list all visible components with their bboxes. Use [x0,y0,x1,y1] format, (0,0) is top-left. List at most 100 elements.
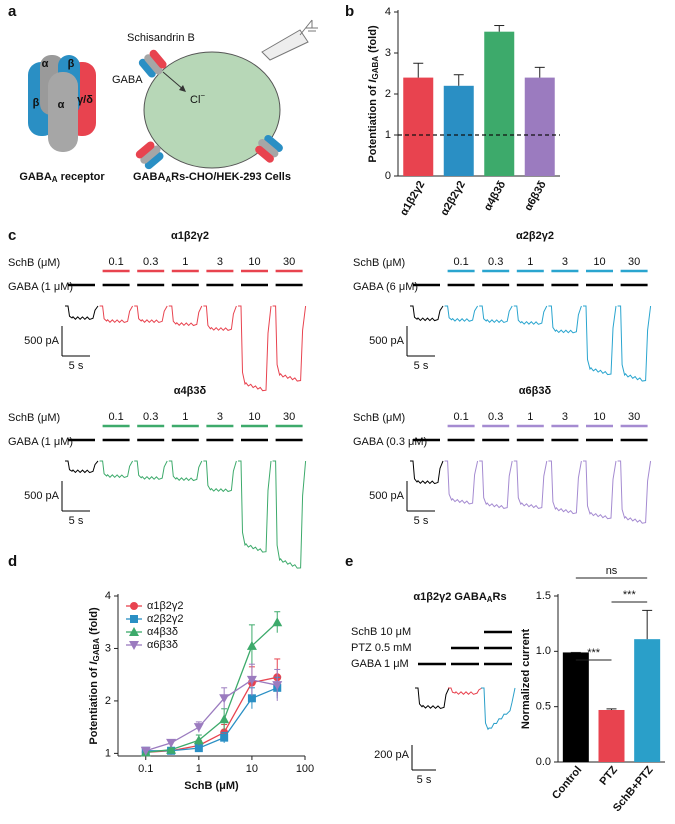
text-part: A [487,595,493,604]
y-tick-label: 3 [385,47,391,59]
text-part: (fold) [88,607,100,638]
x-tick-label: 100 [296,763,314,775]
current-trace [272,305,307,382]
concentration-label: 30 [283,256,295,268]
panel-label: e [345,553,353,570]
y-tick-label: 1 [385,129,391,141]
y-tick-label: 2 [105,695,111,707]
scale-current: 500 pA [24,490,60,502]
x-axis-label: SchB (μM) [184,780,239,792]
current-trace [444,460,479,505]
concentration-label: 30 [628,411,640,423]
current-trace [481,687,516,731]
marker [140,746,151,756]
scale-current: 500 pA [369,490,405,502]
marker [193,723,204,733]
current-trace [479,305,513,324]
gaba-label: GABA (1 μM) [8,281,73,293]
panel-label: d [8,553,17,570]
x-tick-label: 1 [196,763,202,775]
receptor-small [135,141,164,170]
text-part: (fold) [367,25,379,56]
current-trace [444,305,479,322]
current-trace [238,305,272,392]
marker [247,694,256,703]
subunit-label: β [68,58,75,70]
current-trace [513,460,548,509]
concentration-label: 1 [182,256,188,268]
drug-label: SchB (μM) [353,257,405,269]
concentration-label: 3 [562,411,568,423]
marker [220,733,229,742]
x-tick-label: 0.1 [138,763,153,775]
concentration-label: 3 [562,256,568,268]
concentration-label: 1 [527,411,533,423]
current-trace [238,460,272,553]
legend-marker [130,615,138,623]
concentration-label: 0.3 [143,256,158,268]
significance-label: *** [623,589,637,601]
marker [166,738,177,748]
pipette [261,29,309,61]
subunit-label: α [42,58,49,70]
scale-time: 5 s [69,515,84,527]
x-tick-label: α4β3δ [482,179,509,213]
condition-label: GABA 1 μM [351,658,409,670]
y-tick-label: 4 [105,590,111,602]
current-trace [65,460,99,474]
marker [246,675,257,685]
receptor-icon [28,55,96,152]
concentration-label: 0.3 [143,411,158,423]
caption: GABAA receptor [19,171,105,184]
drug-label: SchB (μM) [353,412,405,424]
arrowhead [179,85,186,92]
legend-marker [130,602,138,610]
cell [143,51,281,169]
arrow [162,71,185,91]
text-part: Cl [190,94,200,106]
text-part: GABA [92,638,101,662]
current-trace [203,305,237,331]
current-trace [272,460,307,569]
current-trace [513,305,548,325]
x-tick-label: α6β3δ [522,179,549,213]
bar [443,85,474,176]
current-trace [548,460,582,515]
current-trace [99,305,134,324]
concentration-label: 30 [283,411,295,423]
scale-time: 5 s [69,360,84,372]
x-tick-label: α2β2γ2 [438,179,467,218]
panel-label: c [8,227,16,244]
bar [562,652,589,762]
concentration-label: 3 [217,411,223,423]
text-part: − [200,91,205,100]
text-part: Potentiation of [88,665,100,745]
panel-label: b [345,3,354,20]
y-tick-label: 3 [105,642,111,654]
legend-label: α2β2γ2 [147,613,184,625]
current-trace [65,305,99,321]
trace-title: α1β2γ2 GABAARs [413,591,506,604]
concentration-label: 0.3 [488,256,503,268]
scale-time: 5 s [414,515,429,527]
marker [272,681,283,691]
y-tick-label: 2 [385,88,391,100]
y-tick-label: 0.5 [536,701,551,713]
condition-label: SchB 10 μM [351,626,411,638]
current-trace [99,460,134,479]
current-trace [168,460,203,482]
marker [219,714,230,724]
current-trace [134,460,168,480]
legend-marker [129,641,139,650]
text-part: receptor [58,171,106,183]
y-tick-label: 1.0 [536,645,551,657]
text-part: A [52,175,58,184]
y-axis-label: Potentiation of IGABA (fold) [88,607,101,745]
bar [524,77,555,176]
legend-label: α4β3δ [147,626,178,638]
concentration-label: 0.1 [453,256,468,268]
y-tick-label: 4 [385,6,391,18]
x-tick-label: PTZ [597,764,620,788]
text-part: A [165,175,171,184]
panel-label: a [8,3,17,20]
